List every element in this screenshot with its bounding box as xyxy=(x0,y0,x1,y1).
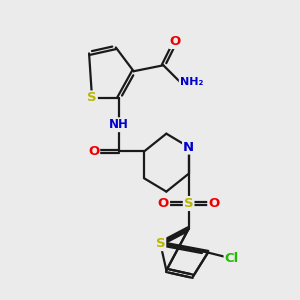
Text: O: O xyxy=(169,35,181,48)
Text: Cl: Cl xyxy=(225,252,239,265)
Text: S: S xyxy=(184,197,194,210)
Text: N: N xyxy=(183,140,194,154)
Text: NH: NH xyxy=(109,118,129,131)
Text: NH₂: NH₂ xyxy=(180,76,203,87)
Text: S: S xyxy=(87,92,97,104)
Text: O: O xyxy=(88,145,99,158)
Text: O: O xyxy=(158,197,169,210)
Text: S: S xyxy=(156,237,165,250)
Text: O: O xyxy=(208,197,220,210)
